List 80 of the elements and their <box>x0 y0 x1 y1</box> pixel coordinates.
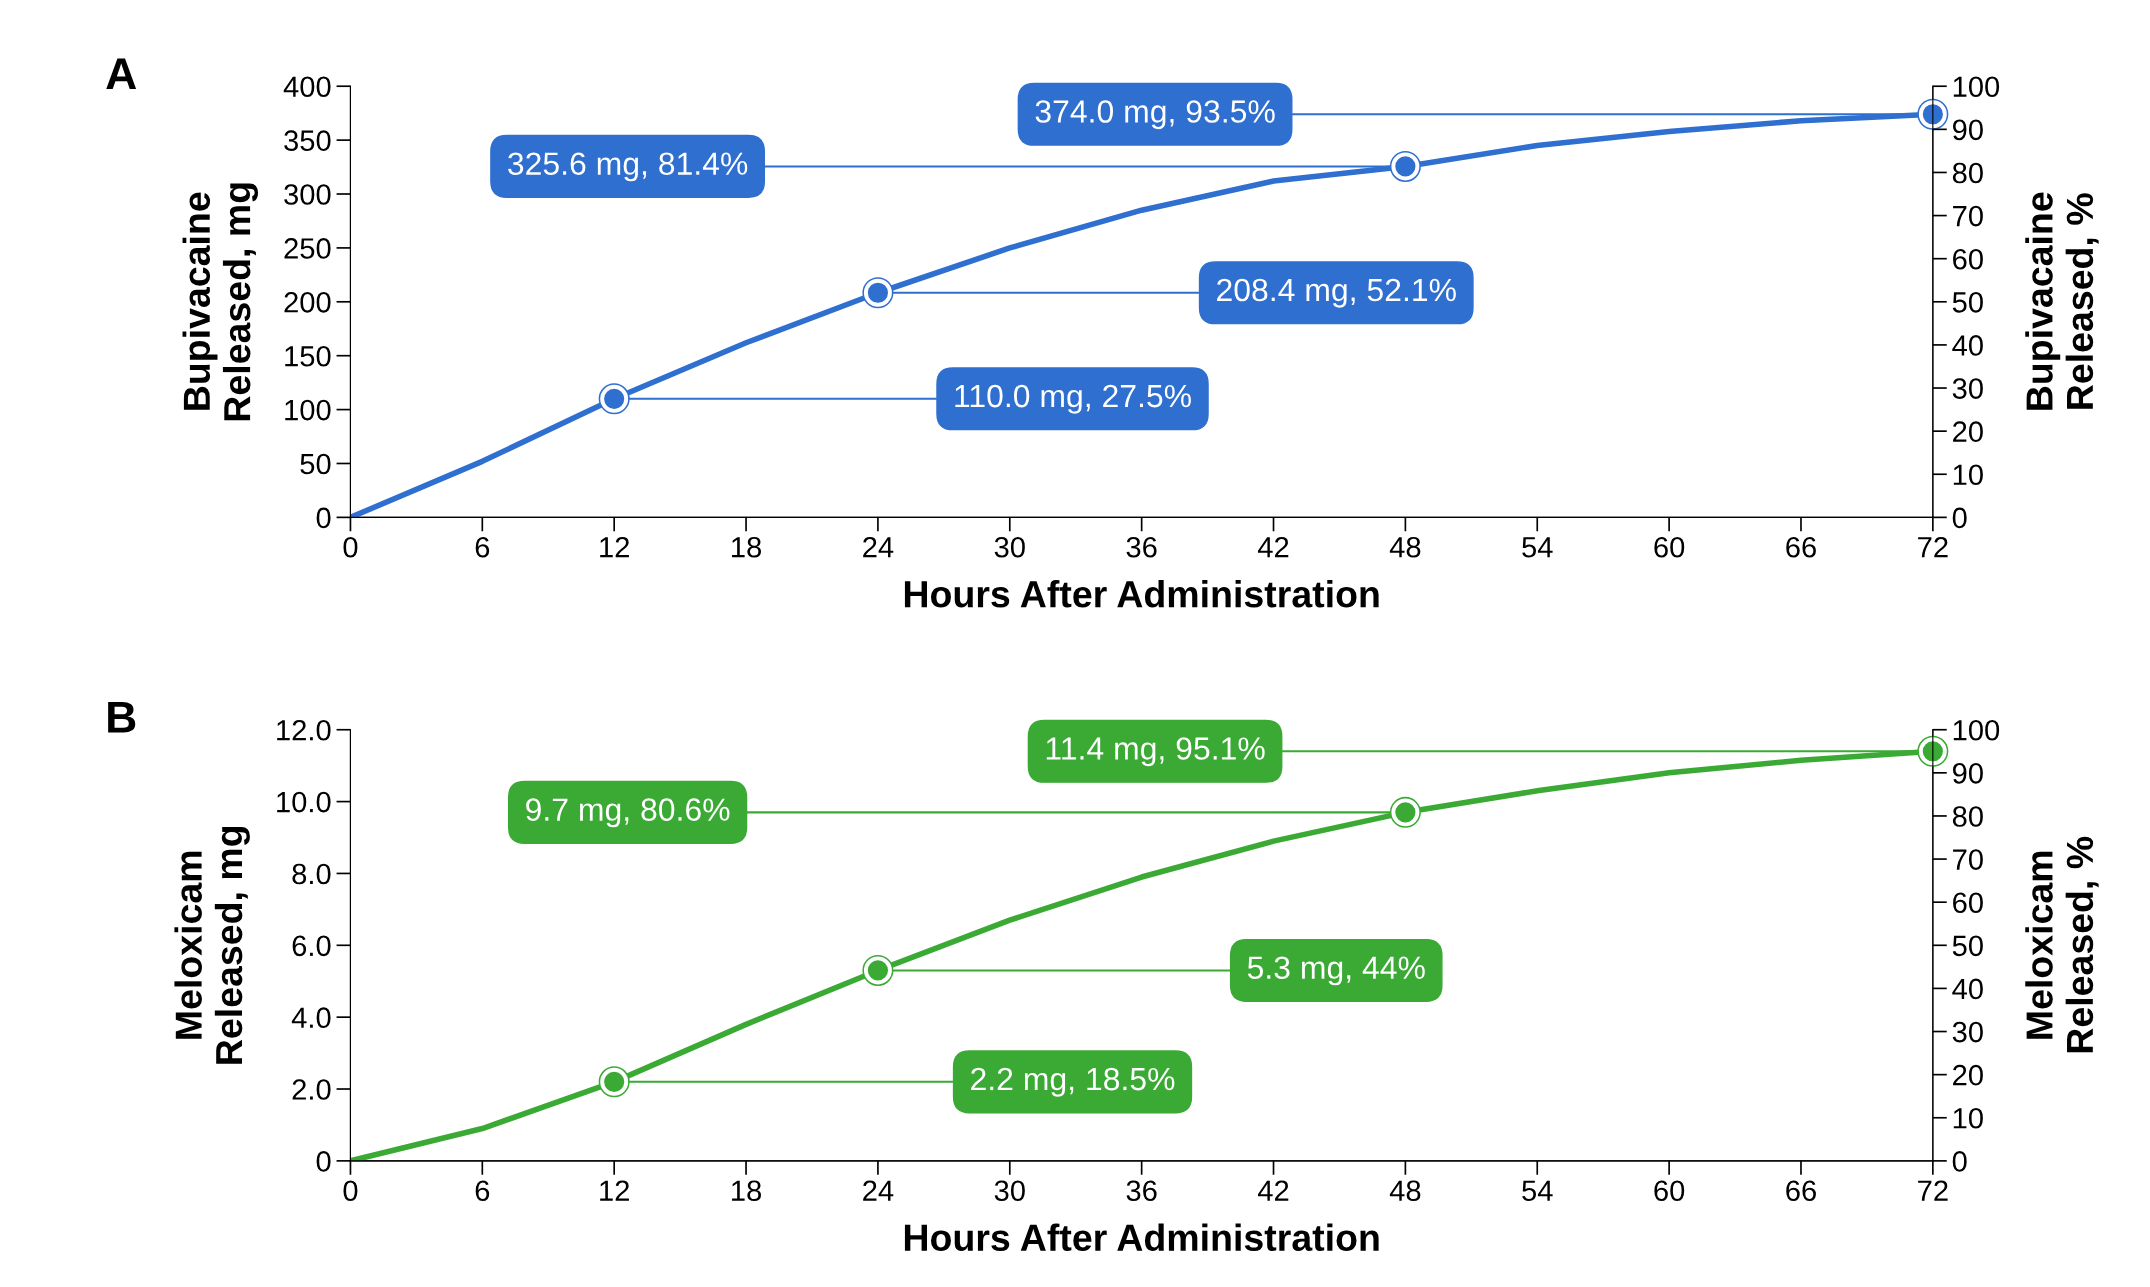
x-tick-label: 66 <box>1786 536 1816 558</box>
x-tick-label: 54 <box>1522 1180 1553 1202</box>
x-tick-label: 0 <box>343 1180 358 1202</box>
y-axis-title: Bupivacaine Released, mg <box>182 183 259 421</box>
y2-tick-label: 60 <box>1953 248 1983 270</box>
y2-tick-label: 30 <box>1952 1021 1983 1043</box>
y2-tick-label: 80 <box>1952 162 1983 184</box>
annotation: 374.0 mg, 93.5% <box>1035 100 1275 130</box>
x-tick-label: 42 <box>1257 1180 1289 1201</box>
y-axis-title: Meloxicam Released, mg <box>174 826 250 1064</box>
y-tick-label: 0 <box>316 1151 331 1172</box>
y2-tick-label: 40 <box>1952 978 1983 1000</box>
y-tick-label: 200 <box>284 292 331 313</box>
x-tick-label: 6 <box>475 536 490 558</box>
x-tick-label: 6 <box>475 1180 490 1202</box>
y2-tick-label: 20 <box>1953 421 1983 442</box>
y2-tick-label: 80 <box>1952 806 1983 827</box>
y2-tick-label: 10 <box>1953 464 1983 486</box>
x-tick-label: 12 <box>600 1180 629 1201</box>
y2-tick-label: 90 <box>1952 763 1983 784</box>
y-tick-label: 50 <box>300 453 331 475</box>
y2-tick-label: 100 <box>1953 719 2000 741</box>
y-tick-label: 12.0 <box>277 719 331 741</box>
y-tick-label: 150 <box>285 345 331 367</box>
x-tick-label: 36 <box>1126 536 1157 558</box>
y-tick-label: 350 <box>284 130 331 151</box>
y-tick-label: 0 <box>316 507 331 529</box>
x-tick-label: 54 <box>1522 537 1553 558</box>
annotation: 5.3 mg, 44% <box>1247 956 1425 986</box>
x-tick-label: 24 <box>863 536 894 558</box>
chart-title: A <box>106 58 137 90</box>
y2-tick-label: 60 <box>1953 892 1983 914</box>
y-tick-label: 10.0 <box>277 791 331 813</box>
x-tick-label: 24 <box>863 1180 894 1201</box>
y2-tick-label: 40 <box>1952 335 1983 356</box>
y-tick-label: 100 <box>285 399 331 421</box>
y-tick-label: 2.0 <box>292 1079 331 1100</box>
y2-axis-title: Bupivacaine Released, % <box>2025 192 2099 410</box>
x-tick-label: 30 <box>994 536 1025 558</box>
annotation: 325.6 mg, 81.4% <box>508 152 748 182</box>
x-tick-label: 66 <box>1786 1180 1816 1202</box>
y2-tick-label: 70 <box>1953 849 1983 870</box>
x-axis-title: Hours After Administration <box>904 1223 1379 1252</box>
y-tick-label: 6.0 <box>292 935 331 957</box>
annotation: 110.0 mg, 27.5% <box>955 384 1191 414</box>
y2-axis-title: Meloxicam Released, % <box>2025 836 2099 1053</box>
y2-tick-label: 20 <box>1953 1064 1983 1086</box>
annotation: 9.7 mg, 80.6% <box>526 798 730 828</box>
y-tick-label: 8.0 <box>292 863 331 885</box>
annotation: 11.4 mg, 95.1% <box>1046 737 1265 767</box>
annotation: 208.4 mg, 52.1% <box>1217 278 1456 308</box>
x-axis-title: Hours After Administration <box>904 579 1379 608</box>
x-tick-label: 30 <box>994 1180 1025 1202</box>
y2-tick-label: 10 <box>1953 1107 1983 1129</box>
chart-title: B <box>108 702 136 733</box>
y2-tick-label: 90 <box>1952 119 1983 141</box>
y2-tick-label: 50 <box>1952 292 1983 313</box>
x-tick-label: 60 <box>1654 1180 1685 1202</box>
x-tick-label: 18 <box>732 1180 761 1202</box>
y-tick-label: 400 <box>283 76 331 98</box>
y2-tick-label: 50 <box>1952 935 1983 957</box>
x-tick-label: 0 <box>343 536 358 558</box>
x-tick-label: 12 <box>600 536 629 558</box>
x-tick-label: 18 <box>732 536 761 558</box>
x-tick-label: 48 <box>1389 1180 1421 1202</box>
y2-tick-label: 30 <box>1952 378 1983 399</box>
y-tick-label: 4.0 <box>291 1007 331 1029</box>
x-tick-label: 36 <box>1126 1180 1157 1202</box>
y2-tick-label: 0 <box>1952 507 1967 529</box>
x-tick-label: 60 <box>1654 536 1685 558</box>
x-tick-label: 72 <box>1918 536 1948 558</box>
y2-tick-label: 100 <box>1953 76 2000 98</box>
y-tick-label: 300 <box>284 184 331 205</box>
x-tick-label: 42 <box>1257 536 1289 558</box>
annotation: 2.2 mg, 18.5% <box>971 1067 1175 1097</box>
x-tick-label: 72 <box>1918 1180 1948 1201</box>
y2-tick-label: 70 <box>1953 205 1983 227</box>
x-tick-label: 48 <box>1389 536 1421 558</box>
y-tick-label: 250 <box>284 238 331 259</box>
y2-tick-label: 0 <box>1952 1151 1967 1172</box>
